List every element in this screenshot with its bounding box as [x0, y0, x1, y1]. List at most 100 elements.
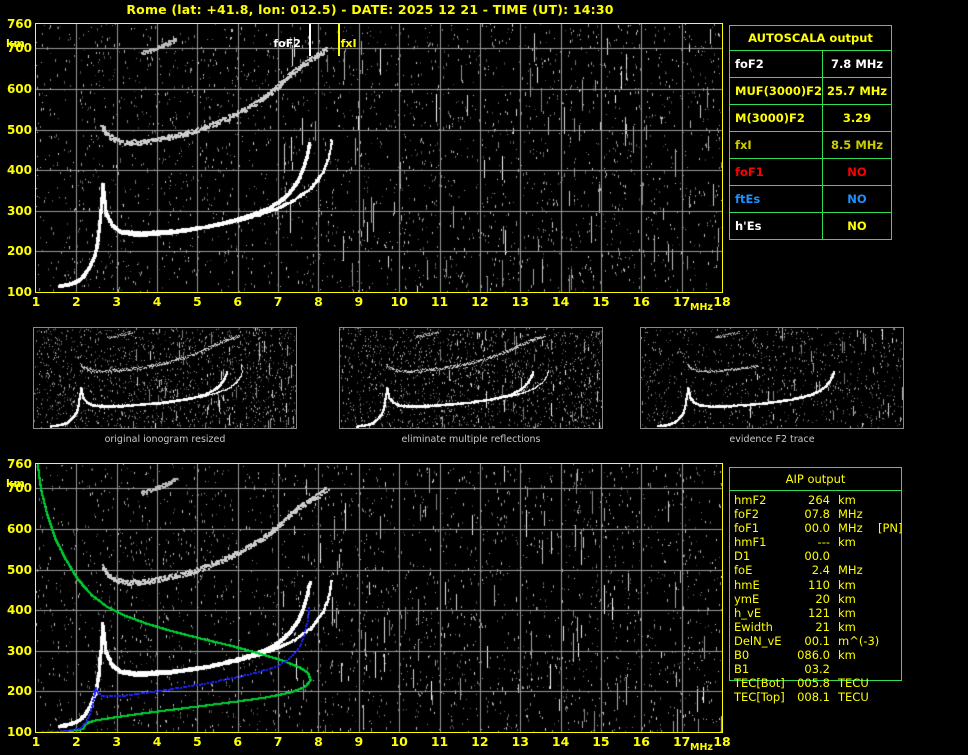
aip-value: 21 [815, 619, 830, 634]
x-tick-17: 17 [672, 294, 691, 309]
aip-key: TEC[Top] [734, 690, 785, 705]
aip-value: 00.0 [804, 521, 830, 536]
y-tick-300: 300 [6, 203, 32, 218]
ionogram-top-canvas [36, 24, 722, 292]
aip-key: B0 [734, 648, 750, 663]
y-tick-100: 100 [6, 285, 32, 299]
autoscala-key: ftEs [728, 185, 824, 213]
aip-value: 2.4 [811, 563, 830, 578]
aip-unit: km [838, 577, 856, 592]
autoscala-row: foF2 7.8 MHz [728, 50, 892, 78]
x-tick-2: 2 [71, 734, 81, 749]
y-tick-200: 200 [6, 684, 32, 699]
y-tick-500: 500 [6, 562, 32, 577]
x-tick-14: 14 [551, 734, 570, 749]
aip-row: h_vE 121 km [730, 606, 901, 620]
x-tick-9: 9 [354, 294, 364, 309]
mid-panel-original-ionogram-resized[interactable] [33, 327, 297, 429]
aip-value: 110 [808, 577, 830, 592]
aip-row: TEC[Bot] 005.8 TECU [730, 676, 901, 690]
aip-value: --- [817, 535, 830, 550]
aip-output-table: AIP output hmF2 264 km foF2 07.8 MHz foF1 00.0 M… [729, 467, 903, 704]
marker-label-fxi: fxI [340, 37, 357, 50]
x-tick-4: 4 [152, 294, 162, 309]
aip-row: D1 00.0 [730, 549, 901, 563]
aip-unit: km [838, 619, 856, 634]
aip-key: B1 [734, 662, 750, 677]
autoscala-key: fxI [728, 131, 824, 159]
x-tick-12: 12 [471, 294, 489, 309]
aip-unit: TECU [838, 690, 869, 705]
marker-label-fof2: foF2 [273, 37, 301, 50]
x-tick-10: 10 [390, 734, 408, 749]
ionogram-bottom-panel[interactable] [35, 463, 723, 733]
mid-caption-1: original ionogram resized [104, 434, 226, 445]
x-tick-11: 11 [430, 734, 449, 749]
aip-key: hmF1 [734, 535, 767, 550]
autoscala-key: h'Es [728, 212, 824, 240]
aip-value: 00.0 [804, 549, 830, 564]
aip-key: foE [734, 563, 753, 578]
x-tick-10: 10 [390, 294, 408, 309]
x-tick-15: 15 [592, 294, 610, 309]
aip-key: foF2 [734, 507, 760, 522]
autoscala-value: 7.8 MHz [822, 50, 892, 78]
aip-value: 008.1 [797, 690, 830, 705]
ionogram-top-panel[interactable]: foF2 fxI [35, 23, 723, 293]
autoscala-key: MUF(3000)F2 [728, 77, 824, 105]
aip-unit: km [838, 493, 856, 507]
autoscala-key: M(3000)F2 [728, 104, 824, 132]
autoscala-row: M(3000)F2 3.29 [728, 104, 892, 132]
aip-unit: km [838, 535, 856, 550]
autoscala-value: 8.5 MHz [822, 131, 892, 159]
aip-row: hmF2 264 km [730, 493, 901, 507]
top-plot-y-unit: km [6, 37, 25, 50]
x-tick-7: 7 [273, 294, 283, 309]
autoscala-value: NO [822, 185, 892, 213]
y-tick-600: 600 [6, 81, 32, 96]
ionogram-bottom-canvas [36, 464, 722, 732]
mid-panel-eliminate-multiple-reflections[interactable] [339, 327, 603, 429]
aip-value: 264 [808, 493, 830, 507]
x-tick-11: 11 [430, 294, 449, 309]
aip-key: Ewidth [734, 619, 773, 634]
autoscala-key: foF1 [728, 158, 824, 186]
aip-value: 121 [808, 605, 830, 620]
x-tick-14: 14 [551, 294, 570, 309]
mid-canvas-1 [34, 328, 296, 428]
aip-unit: km [838, 591, 856, 606]
aip-value: 07.8 [804, 507, 830, 522]
aip-unit: km [838, 648, 856, 663]
x-tick-1: 1 [31, 294, 41, 309]
y-tick-100: 100 [6, 725, 32, 739]
x-tick-3: 3 [112, 294, 122, 309]
x-tick-8: 8 [314, 294, 323, 309]
marker-line-fxi [337, 24, 340, 56]
y-tick-300: 300 [6, 643, 32, 658]
aip-key: D1 [734, 549, 751, 564]
x-tick-4: 4 [152, 734, 162, 749]
aip-key: foF1 [734, 521, 760, 536]
x-tick-2: 2 [71, 294, 81, 309]
x-tick-6: 6 [233, 294, 243, 309]
aip-row: B0 086.0 km [730, 648, 901, 662]
autoscala-value: 25.7 MHz [822, 77, 892, 105]
aip-value: 005.8 [797, 676, 830, 691]
autoscala-value: NO [822, 212, 892, 240]
autoscala-value: NO [822, 158, 892, 186]
marker-line-fof2 [309, 24, 312, 56]
autoscala-row: fxI 8.5 MHz [728, 131, 892, 159]
mid-caption-3: evidence F2 trace [729, 434, 815, 445]
autoscala-output-table: AUTOSCALA output foF2 7.8 MHz MUF(3000)F2 2… [728, 25, 892, 240]
aip-row: foF2 07.8 MHz [730, 507, 901, 521]
aip-unit: m^(-3) [838, 633, 880, 648]
aip-row: B1 03.2 [730, 662, 901, 676]
autoscala-value: 3.29 [822, 104, 892, 132]
aip-key: ymE [734, 591, 760, 606]
autoscala-title: AUTOSCALA output [729, 25, 892, 51]
aip-row: DelN_vE 00.1 m^(-3) [730, 634, 901, 648]
x-tick-15: 15 [592, 734, 610, 749]
mid-panel-evidence-f2-trace[interactable] [640, 327, 904, 429]
aip-value: 086.0 [797, 648, 830, 663]
aip-row: hmE 110 km [730, 578, 901, 592]
